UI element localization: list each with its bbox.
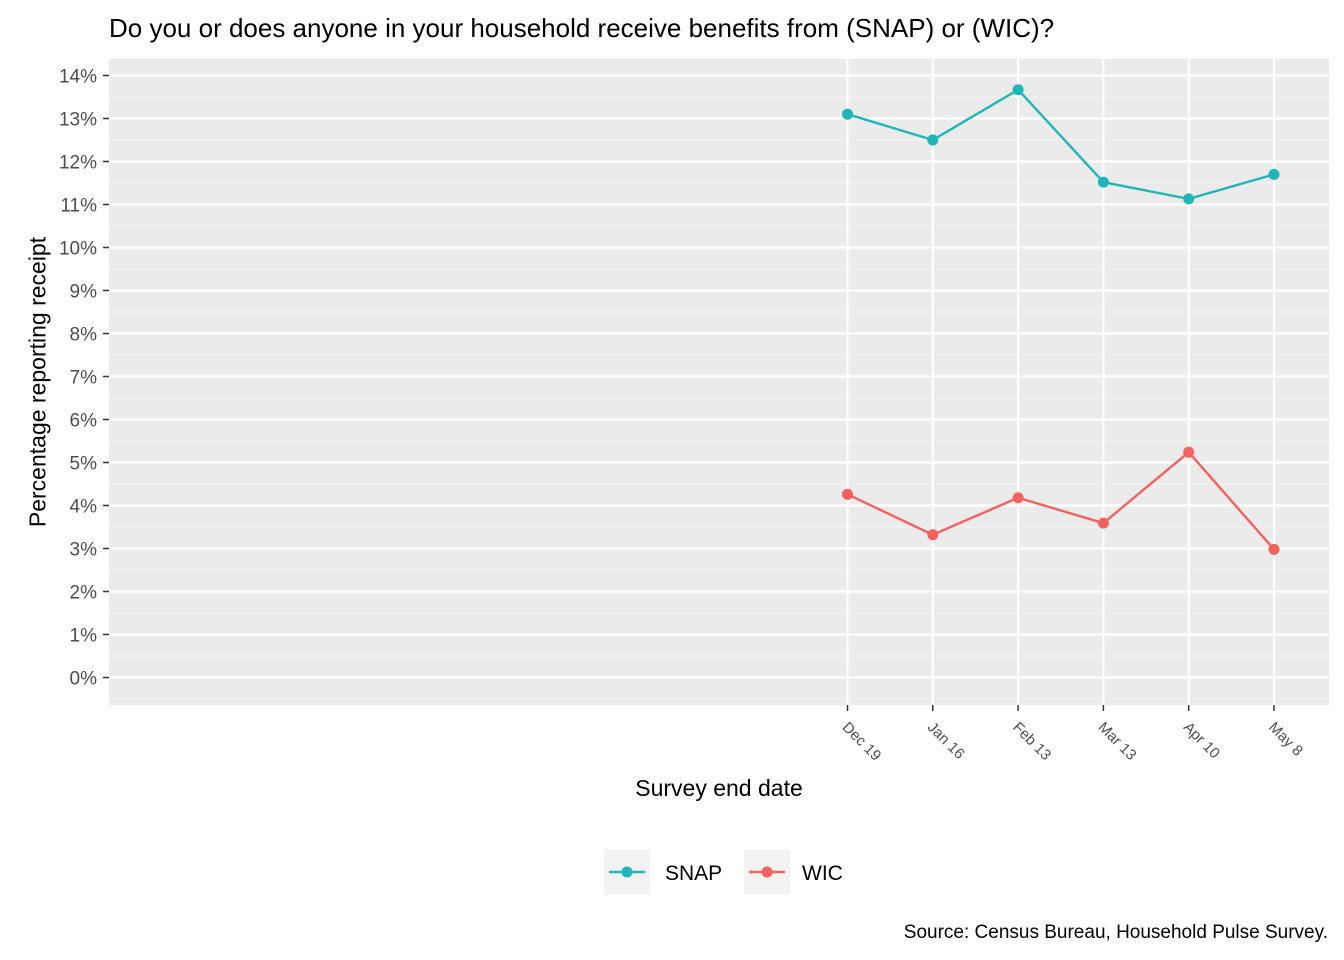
x-tick-label: Mar 13	[1095, 719, 1140, 764]
y-tick-label: 12%	[59, 153, 97, 174]
grid-lines	[109, 59, 1329, 705]
legend: SNAP WIC	[604, 849, 843, 895]
y-tick-label: 10%	[59, 239, 97, 260]
y-tick-label: 8%	[70, 325, 98, 346]
y-tick-label: 13%	[59, 110, 97, 131]
snap-point	[1268, 168, 1280, 180]
x-tick-label: May 8	[1265, 719, 1306, 760]
y-tick-label: 11%	[60, 196, 97, 217]
y-axis: 0% 1% 2% 3% 4% 5% 6% 7% 8% 9% 10% 11% 12% 13% 14%	[59, 67, 109, 690]
y-tick-label: 0%	[70, 669, 98, 690]
wic-point	[1268, 543, 1280, 555]
y-tick-label: 5%	[70, 454, 98, 475]
wic-point	[927, 529, 939, 541]
y-tick-label: 6%	[70, 411, 98, 432]
wic-point	[1183, 446, 1195, 458]
y-tick-label: 7%	[70, 368, 98, 389]
wic-point	[1097, 517, 1109, 529]
x-tick-label: Jan 16	[924, 719, 968, 763]
snap-point	[842, 108, 853, 120]
x-axis: Dec 19 Jan 16 Feb 13 Mar 13 Apr 10 May 8	[839, 705, 1306, 764]
wic-legend-label: WIC	[802, 862, 843, 885]
x-axis-title: Survey end date	[635, 775, 803, 801]
snap-legend-label: SNAP	[665, 862, 722, 885]
y-tick-label: 3%	[70, 540, 98, 561]
chart-title: Do you or does anyone in your household …	[109, 13, 1055, 43]
x-tick-label: Dec 19	[839, 719, 885, 765]
x-tick-label: Feb 13	[1009, 719, 1054, 764]
wic-point	[1012, 492, 1024, 504]
plot-panel	[109, 59, 1329, 705]
snap-series-line	[847, 88, 1275, 201]
x-tick-label: Apr 10	[1180, 719, 1223, 762]
wic-legend-point	[761, 866, 773, 878]
snap-point	[1012, 84, 1024, 96]
y-tick-label: 14%	[59, 67, 97, 88]
y-tick-label: 4%	[70, 497, 98, 518]
y-tick-label: 2%	[70, 583, 98, 604]
snap-point	[1097, 176, 1109, 188]
snap-legend-point	[621, 866, 633, 878]
series-layer	[842, 84, 1280, 555]
snap-point	[1183, 193, 1195, 205]
snap-point	[927, 134, 939, 146]
wic-point	[842, 488, 853, 500]
y-tick-label: 1%	[70, 626, 98, 647]
wic-series-line	[846, 450, 1275, 551]
y-tick-label: 9%	[70, 282, 98, 303]
source-note: Source: Census Bureau, Household Pulse S…	[903, 922, 1328, 943]
